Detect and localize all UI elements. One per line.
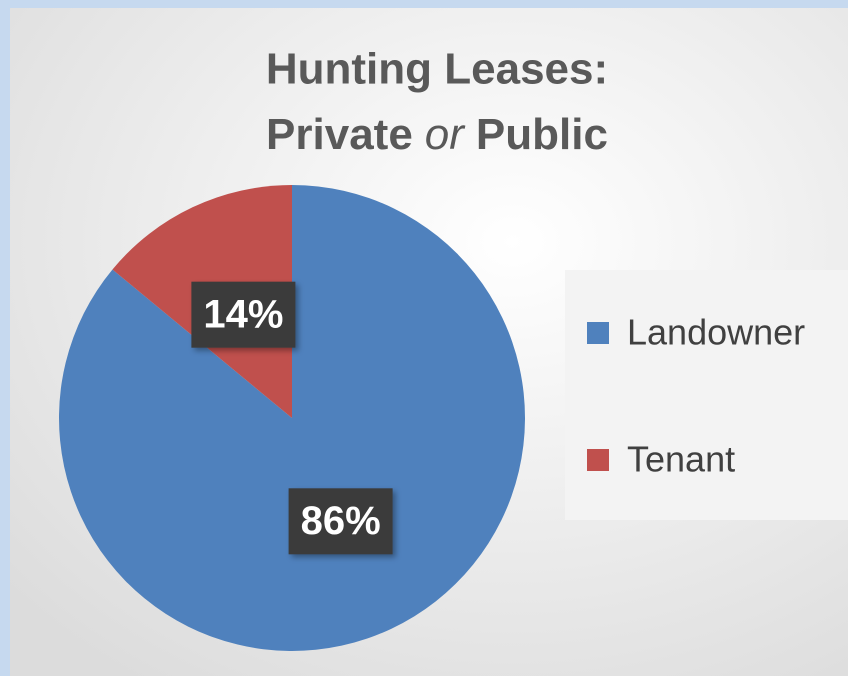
data-label-box xyxy=(288,488,393,555)
title-part: or xyxy=(425,110,466,159)
title-part: Public xyxy=(476,110,608,159)
data-label: 14% xyxy=(203,292,283,336)
legend-swatch xyxy=(587,449,609,471)
legend-label: Landowner xyxy=(627,312,805,353)
title-part: Private xyxy=(266,110,413,159)
legend-box xyxy=(565,270,848,520)
legend-label: Tenant xyxy=(627,439,735,480)
pie xyxy=(58,185,526,651)
legend: Landowner Tenant xyxy=(587,312,805,480)
legend-swatch xyxy=(587,322,609,344)
data-label-box xyxy=(191,281,296,348)
data-label: 86% xyxy=(301,499,381,543)
data-labels: 86% 14% xyxy=(191,281,393,555)
chart-title: Private or Public xyxy=(266,110,608,159)
chart-title: Hunting Leases: xyxy=(266,45,608,94)
